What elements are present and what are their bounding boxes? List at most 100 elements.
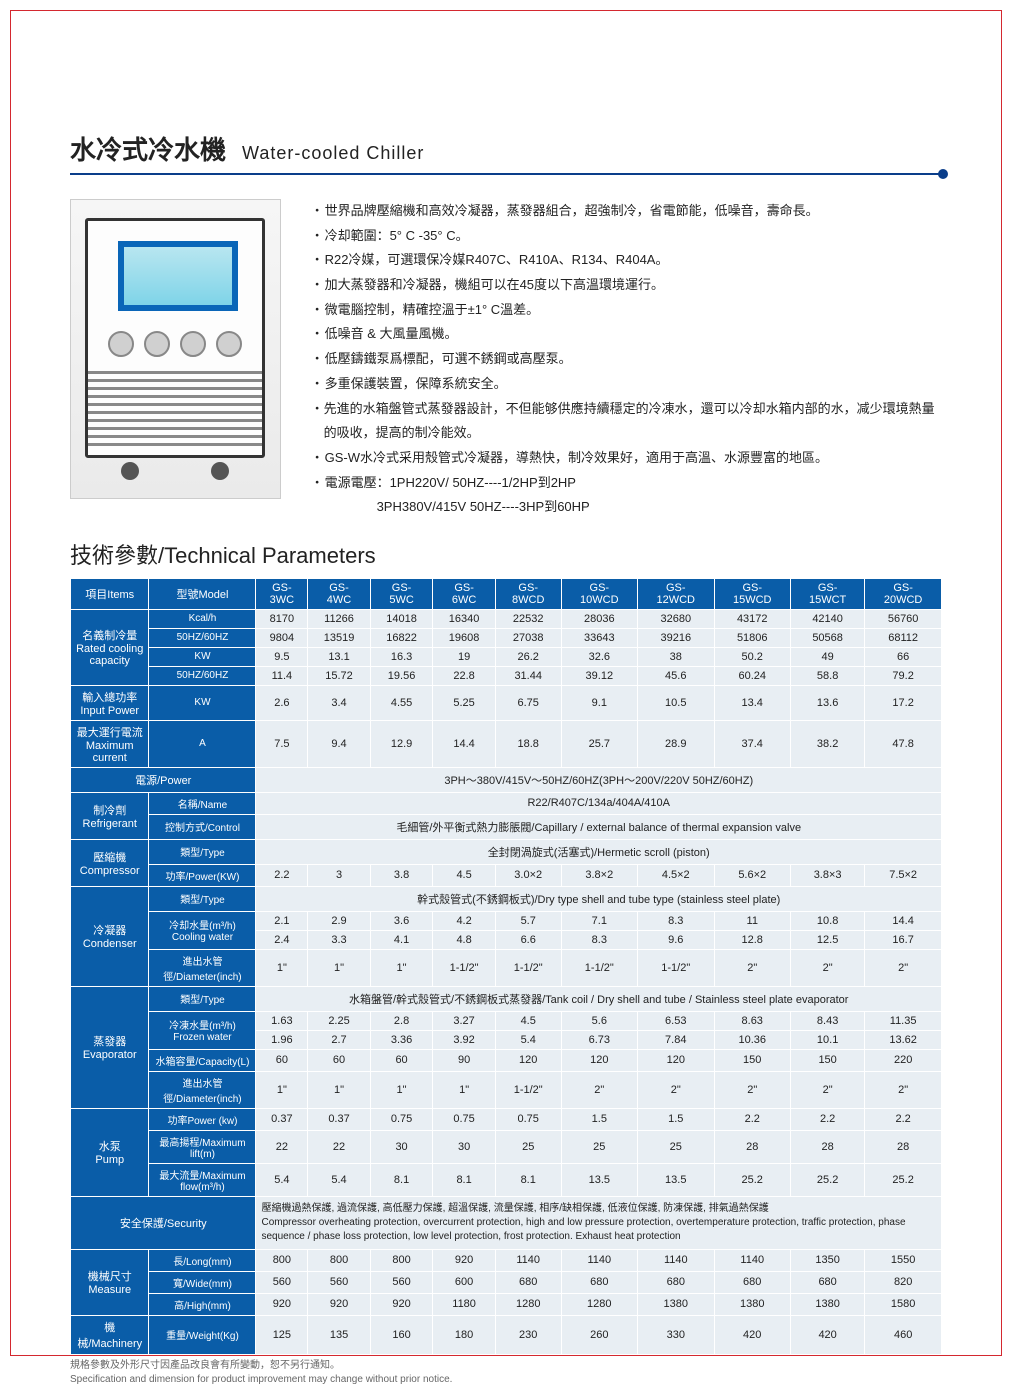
row-label: 安全保護/Security [71,1196,256,1249]
data-cell: 58.8 [790,666,864,685]
data-cell: 19 [433,647,496,666]
data-cell: 0.75 [495,1108,561,1130]
data-cell: 4.1 [370,930,433,949]
model-header: GS-5WC [370,578,433,609]
row-sublabel: 冷凍水量(m³/h)Frozen water [149,1011,256,1049]
data-cell: 1140 [495,1249,561,1271]
data-cell: 5.4 [495,1030,561,1049]
title-cn: 水冷式冷水機 [70,130,226,167]
data-cell: 8.3 [561,930,637,949]
data-cell: 1" [256,949,308,986]
data-cell: 22 [256,1130,308,1163]
data-cell: 28 [865,1130,942,1163]
data-cell: 5.6×2 [714,864,790,886]
row-sublabel: 類型/Type [149,886,256,911]
row-sublabel: 最大流量/Maximum flow(m³/h) [149,1163,256,1196]
data-cell: 8.3 [638,911,714,930]
bullet-indent: 3PH380V/415V 50HZ----3HP到60HP [311,495,942,520]
data-cell: 120 [638,1049,714,1071]
data-cell: 1.5 [561,1108,637,1130]
data-cell: 32.6 [561,647,637,666]
data-cell: 25.2 [790,1163,864,1196]
data-cell: 150 [790,1049,864,1071]
title-en: Water-cooled Chiller [242,143,424,164]
data-cell: 16340 [433,609,496,628]
refrig-ctrl: 毛細管/外平衡式熱力膨脹閥/Capillary / external balan… [256,814,942,839]
data-cell: 3.0×2 [495,864,561,886]
data-cell: 8170 [256,609,308,628]
data-cell: 11266 [308,609,371,628]
row-label: 最大運行電流Maximum current [71,720,149,767]
comp-type: 全封閉渦旋式(活塞式)/Hermetic scroll (piston) [256,839,942,864]
data-cell: 4.5 [495,1011,561,1030]
data-cell: 330 [638,1315,714,1354]
data-cell: 68112 [865,628,942,647]
data-cell: 16.3 [370,647,433,666]
row-sublabel: KW [149,647,256,666]
data-cell: 4.5×2 [638,864,714,886]
data-cell: 0.37 [256,1108,308,1130]
data-cell: 4.8 [433,930,496,949]
evap-type: 水箱盤管/幹式殼管式/不銹鋼板式蒸發器/Tank coil / Dry shel… [256,986,942,1011]
data-cell: 8.1 [433,1163,496,1196]
data-cell: 1-1/2" [495,1071,561,1108]
data-cell: 38.2 [790,720,864,767]
data-cell: 1140 [561,1249,637,1271]
data-cell: 50568 [790,628,864,647]
data-cell: 60 [370,1049,433,1071]
data-cell: 2.2 [714,1108,790,1130]
model-header: GS-6WC [433,578,496,609]
data-cell: 560 [370,1271,433,1293]
data-cell: 2.2 [790,1108,864,1130]
data-cell: 6.53 [638,1011,714,1030]
data-cell: 420 [714,1315,790,1354]
data-cell: 1280 [495,1293,561,1315]
data-cell: 1-1/2" [561,949,637,986]
data-cell: 3.36 [370,1030,433,1049]
row-label: 機械尺寸Measure [71,1249,149,1315]
data-cell: 920 [308,1293,371,1315]
data-cell: 3 [308,864,371,886]
data-cell: 560 [308,1271,371,1293]
data-cell: 1350 [790,1249,864,1271]
data-cell: 150 [714,1049,790,1071]
data-cell: 820 [865,1271,942,1293]
bullet-item: ・微電腦控制，精確控溫于±1° C溫差。 [311,298,942,323]
data-cell: 800 [370,1249,433,1271]
data-cell: 17.2 [865,685,942,720]
data-cell: 25.2 [865,1163,942,1196]
data-cell: 2" [865,1071,942,1108]
title-row: 水冷式冷水機 Water-cooled Chiller [70,130,942,167]
data-cell: 14018 [370,609,433,628]
data-cell: 5.4 [256,1163,308,1196]
data-cell: 680 [561,1271,637,1293]
refrig-name: R22/R407C/134a/404A/410A [256,792,942,814]
data-cell: 1" [308,949,371,986]
data-cell: 9804 [256,628,308,647]
data-cell: 1380 [714,1293,790,1315]
data-cell: 51806 [714,628,790,647]
data-cell: 0.37 [308,1108,371,1130]
data-cell: 8.1 [495,1163,561,1196]
data-cell: 1280 [561,1293,637,1315]
data-cell: 25 [495,1130,561,1163]
footnote-en: Specification and dimension for product … [70,1373,942,1387]
data-cell: 37.4 [714,720,790,767]
content: 水冷式冷水機 Water-cooled Chiller ・世界品牌壓縮機和高效冷… [70,130,942,1387]
data-cell: 1380 [638,1293,714,1315]
data-cell: 60.24 [714,666,790,685]
row-sublabel: Kcal/h [149,609,256,628]
data-cell: 1" [370,949,433,986]
data-cell: 1-1/2" [495,949,561,986]
intro-row: ・世界品牌壓縮機和高效冷凝器，蒸發器組合，超強制冷，省電節能，低噪音，壽命長。・… [70,199,942,520]
data-cell: 920 [256,1293,308,1315]
data-cell: 19.56 [370,666,433,685]
row-sublabel: 功率Power (kw) [149,1108,256,1130]
data-cell: 180 [433,1315,496,1354]
data-cell: 1.96 [256,1030,308,1049]
data-cell: 25.2 [714,1163,790,1196]
data-cell: 2.4 [256,930,308,949]
row-sublabel: 寬/Wide(mm) [149,1271,256,1293]
model-header: GS-10WCD [561,578,637,609]
data-cell: 60 [256,1049,308,1071]
